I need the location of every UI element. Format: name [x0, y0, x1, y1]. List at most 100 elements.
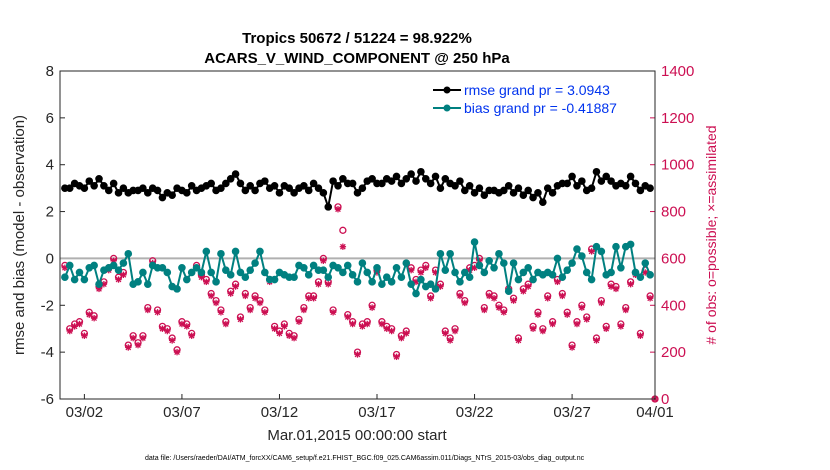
rmse-point: [402, 174, 411, 183]
rmse-point: [548, 189, 557, 197]
bias-point: [519, 268, 528, 277]
obs-star-stroke: [325, 281, 332, 288]
obs-star-stroke: [622, 307, 629, 313]
obs-star-stroke: [296, 318, 302, 325]
obs-star-stroke: [140, 335, 146, 341]
bias-point: [465, 273, 474, 281]
y-tick-label: -2: [41, 297, 54, 314]
rmse-point: [412, 177, 420, 185]
obs-assimilated-marker: [217, 309, 225, 316]
title-line-2: ACARS_V_WIND_COMPONENT @ 250 hPa: [204, 50, 510, 67]
legend-rmse-label: rmse grand pr = 3.0943: [464, 82, 610, 98]
obs-star-stroke: [544, 295, 551, 302]
obs-assimilated-marker: [144, 306, 151, 314]
obs-star-stroke: [359, 323, 366, 330]
obs-star-stroke: [418, 269, 424, 276]
rmse-point: [100, 182, 108, 190]
obs-star-stroke: [252, 295, 258, 302]
rmse-point: [309, 179, 318, 188]
rmse-point: [114, 189, 123, 197]
rmse-point: [261, 177, 269, 185]
obs-assimilated-marker: [593, 337, 600, 344]
obs-assimilated-marker: [76, 320, 83, 328]
rmse-point: [631, 179, 640, 188]
rmse-point: [90, 182, 98, 190]
obs-assimilated-marker: [276, 330, 283, 337]
obs-star-stroke: [203, 278, 210, 285]
x-tick-label: 03/17: [358, 404, 396, 421]
rmse-point: [231, 170, 240, 178]
bias-point: [319, 266, 328, 274]
bias-point: [456, 278, 464, 286]
obs-assimilated-marker: [344, 313, 351, 321]
bias-point: [412, 289, 420, 298]
bias-point: [392, 264, 401, 272]
rmse-point: [368, 174, 376, 183]
obs-assimilated-marker: [422, 264, 429, 271]
obs-star-stroke: [408, 267, 415, 274]
bias-point: [500, 259, 508, 267]
bias-point: [607, 268, 615, 277]
bias-point: [363, 268, 372, 277]
legend-bias-label: bias grand pr = -0.41887: [464, 100, 617, 116]
rmse-point: [578, 177, 586, 185]
rmse-point: [80, 184, 89, 192]
rmse-point: [392, 172, 401, 181]
bias-point: [80, 275, 89, 284]
obs-star-stroke: [315, 281, 322, 288]
obs-assimilated-marker: [368, 304, 376, 311]
bias-point: [568, 259, 576, 267]
obs-star-stroke: [637, 332, 644, 339]
obs-star-stroke: [554, 278, 561, 285]
obs-assimilated-marker: [173, 348, 181, 356]
legend-bias-marker-icon: [443, 104, 451, 112]
obs-star-stroke: [213, 300, 219, 306]
rmse-point: [304, 186, 313, 195]
obs-star-stroke: [379, 321, 385, 327]
obs-star-stroke: [76, 321, 83, 327]
rmse-point: [290, 189, 298, 197]
rmse-point: [119, 184, 128, 192]
obs-assimilated-marker: [427, 295, 434, 302]
y-tick-label: -6: [41, 391, 54, 408]
obs-assimilated-marker: [364, 320, 371, 328]
bias-point: [217, 249, 225, 258]
bias-point: [582, 268, 591, 277]
rmse-point: [300, 182, 308, 190]
obs-assimilated-marker: [554, 278, 561, 286]
bias-point: [334, 264, 342, 272]
rmse-point: [543, 184, 552, 192]
rmse-point: [500, 186, 508, 195]
y2-axis-label: # of obs: o=possible; ×=assimilated: [703, 125, 719, 344]
obs-star-stroke: [291, 335, 297, 341]
obs-star-stroke: [115, 276, 122, 283]
bias-point: [178, 264, 186, 272]
obs-star-stroke: [535, 311, 541, 318]
obs-star-stroke: [530, 325, 536, 332]
obs-star-stroke: [364, 321, 371, 327]
y-tick-label: 4: [46, 157, 54, 174]
obs-assimilated-marker: [188, 332, 195, 339]
bias-point: [524, 264, 532, 272]
bias-point: [251, 259, 259, 267]
obs-star-stroke: [461, 300, 468, 306]
obs-star-stroke: [130, 335, 137, 341]
obs-assimilated-marker: [646, 295, 654, 302]
bias-point: [407, 280, 415, 289]
bias-point: [353, 278, 362, 286]
bias-point: [402, 259, 411, 267]
legend-box: [428, 78, 646, 118]
rmse-point: [504, 182, 513, 190]
rmse-point: [426, 179, 435, 188]
obs-assimilated-marker: [573, 320, 581, 328]
obs-star-stroke: [574, 321, 580, 327]
obs-assimilated-marker: [90, 314, 98, 322]
obs-assimilated-marker: [222, 320, 230, 328]
y-axis-label: rmse and bias (model - observation): [11, 115, 28, 355]
bias-point: [548, 271, 557, 279]
obs-star-stroke: [300, 307, 307, 313]
bias-point: [514, 275, 523, 284]
bias-point: [646, 271, 654, 279]
bias-point: [114, 266, 123, 274]
